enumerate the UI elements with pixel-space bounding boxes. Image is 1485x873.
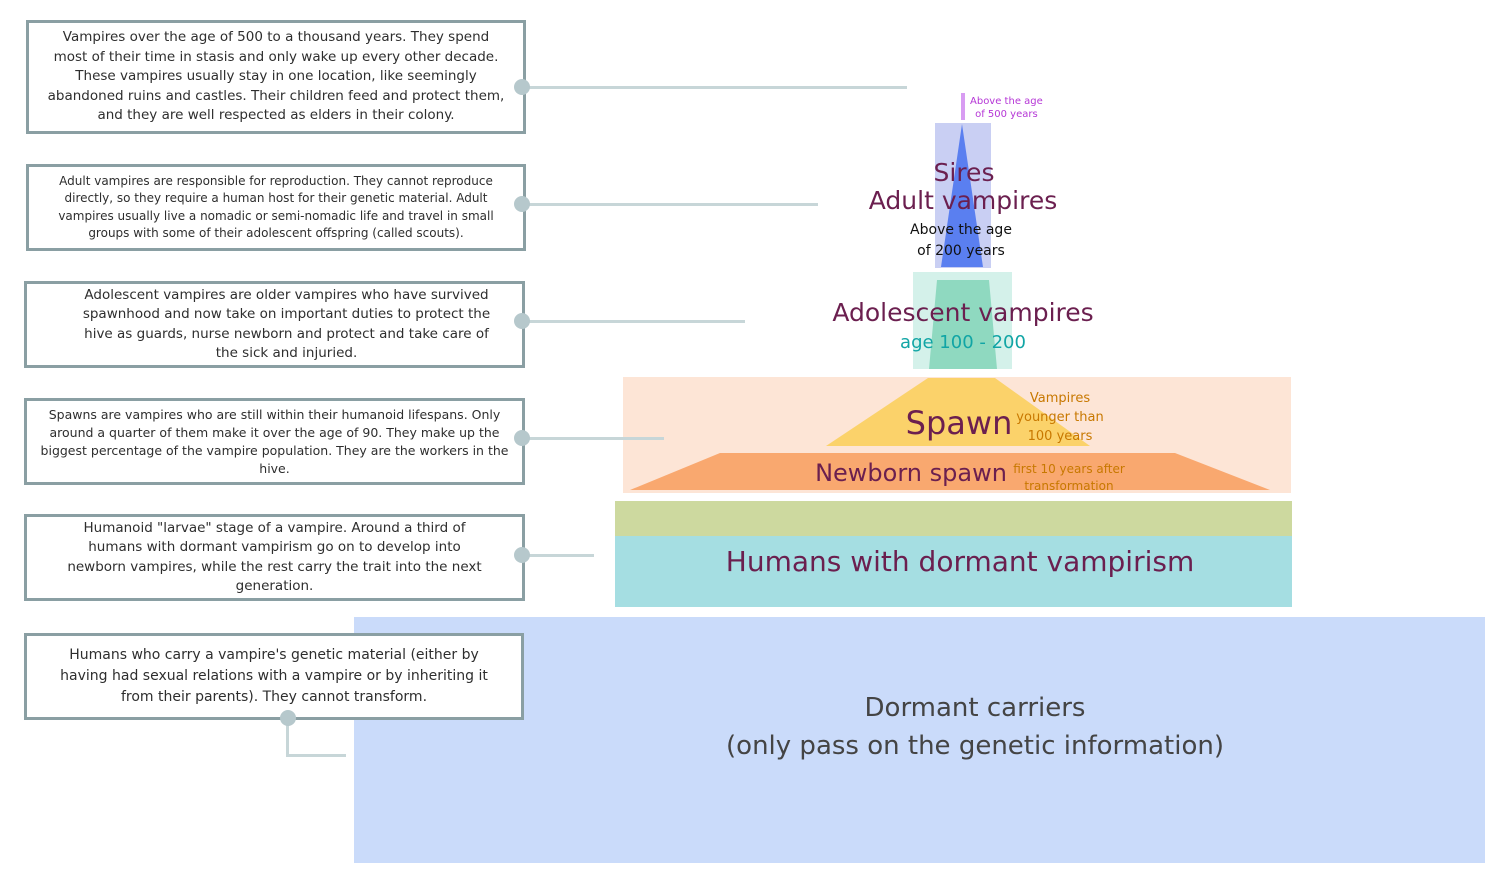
connector-dot-humans (514, 547, 530, 563)
connector-spawn (522, 437, 664, 440)
humans-label: Humans with dormant vampirism (725, 545, 1195, 578)
carriers-label: Dormant carriers (only pass on the genet… (650, 689, 1300, 765)
description-box-carriers: Humans who carry a vampire's genetic mat… (24, 633, 524, 720)
humans-band (615, 536, 1292, 607)
connector-dot-sires (514, 79, 530, 95)
humans-band-top (615, 501, 1292, 536)
description-text-spawn: Spawns are vampires who are still within… (40, 406, 509, 476)
description-box-adolescent: Adolescent vampires are older vampires w… (24, 281, 525, 368)
sires-age-line2: of 500 years (975, 109, 1038, 120)
spawn-age-line3: 100 years (1027, 429, 1093, 444)
newborn-age-line2: transformation (1024, 479, 1114, 493)
description-text-carriers: Humans who carry a vampire's genetic mat… (60, 647, 488, 705)
description-text-adult: Adult vampires are responsible for repro… (58, 173, 494, 241)
adolescent-label: Adolescent vampires (832, 298, 1094, 327)
connector-adolescent (522, 320, 745, 323)
sires-age-note: Above the age of 500 years (970, 95, 1043, 121)
sires-marker (961, 93, 965, 120)
description-box-sires: Vampires over the age of 500 to a thousa… (26, 20, 526, 134)
carriers-line2: (only pass on the genetic information) (726, 731, 1224, 761)
adult-spire (941, 124, 983, 267)
connector-adult (522, 203, 818, 206)
adolescent-trapezoid (929, 280, 997, 369)
carriers-line1: Dormant carriers (864, 693, 1086, 723)
newborn-age-note: first 10 years after transformation (1010, 461, 1128, 495)
newborn-age-line1: first 10 years after (1013, 462, 1125, 476)
connector-carriers-horizontal (286, 754, 346, 757)
connector-dot-adult (514, 196, 530, 212)
connector-dot-carriers (280, 710, 296, 726)
spawn-age-line1: Vampires (1029, 391, 1091, 406)
description-box-adult: Adult vampires are responsible for repro… (26, 164, 526, 251)
description-box-newborn: Humanoid "larvae" stage of a vampire. Ar… (24, 514, 525, 601)
connector-humans (522, 554, 594, 557)
newborn-trapezoid (630, 453, 1270, 490)
spawn-triangle (826, 378, 1090, 446)
connector-carriers-vertical (286, 718, 289, 757)
adult-age-note: Above the age of 200 years (891, 220, 1031, 262)
adolescent-age: age 100 - 200 (900, 332, 1026, 353)
adult-age-line1: Above the age (910, 222, 1012, 238)
connector-dot-adolescent (514, 313, 530, 329)
connector-dot-spawn (514, 430, 530, 446)
description-text-sires: Vampires over the age of 500 to a thousa… (47, 29, 505, 124)
carriers-band (354, 617, 1485, 863)
sires-age-line1: Above the age (970, 96, 1043, 107)
sires-label: Sires (933, 158, 995, 187)
connector-sires (522, 86, 907, 89)
description-text-adolescent: Adolescent vampires are older vampires w… (82, 286, 491, 362)
adult-age-line2: of 200 years (917, 243, 1005, 259)
newborn-label: Newborn spawn (815, 459, 1007, 487)
spawn-age-note: Vampires younger than 100 years (1010, 389, 1110, 446)
spawn-label: Spawn (905, 404, 1013, 442)
description-box-spawn: Spawns are vampires who are still within… (24, 398, 525, 485)
spawn-age-line2: younger than (1016, 410, 1104, 425)
description-text-newborn: Humanoid "larvae" stage of a vampire. Ar… (67, 519, 482, 595)
adult-label: Adult vampires (868, 186, 1058, 215)
